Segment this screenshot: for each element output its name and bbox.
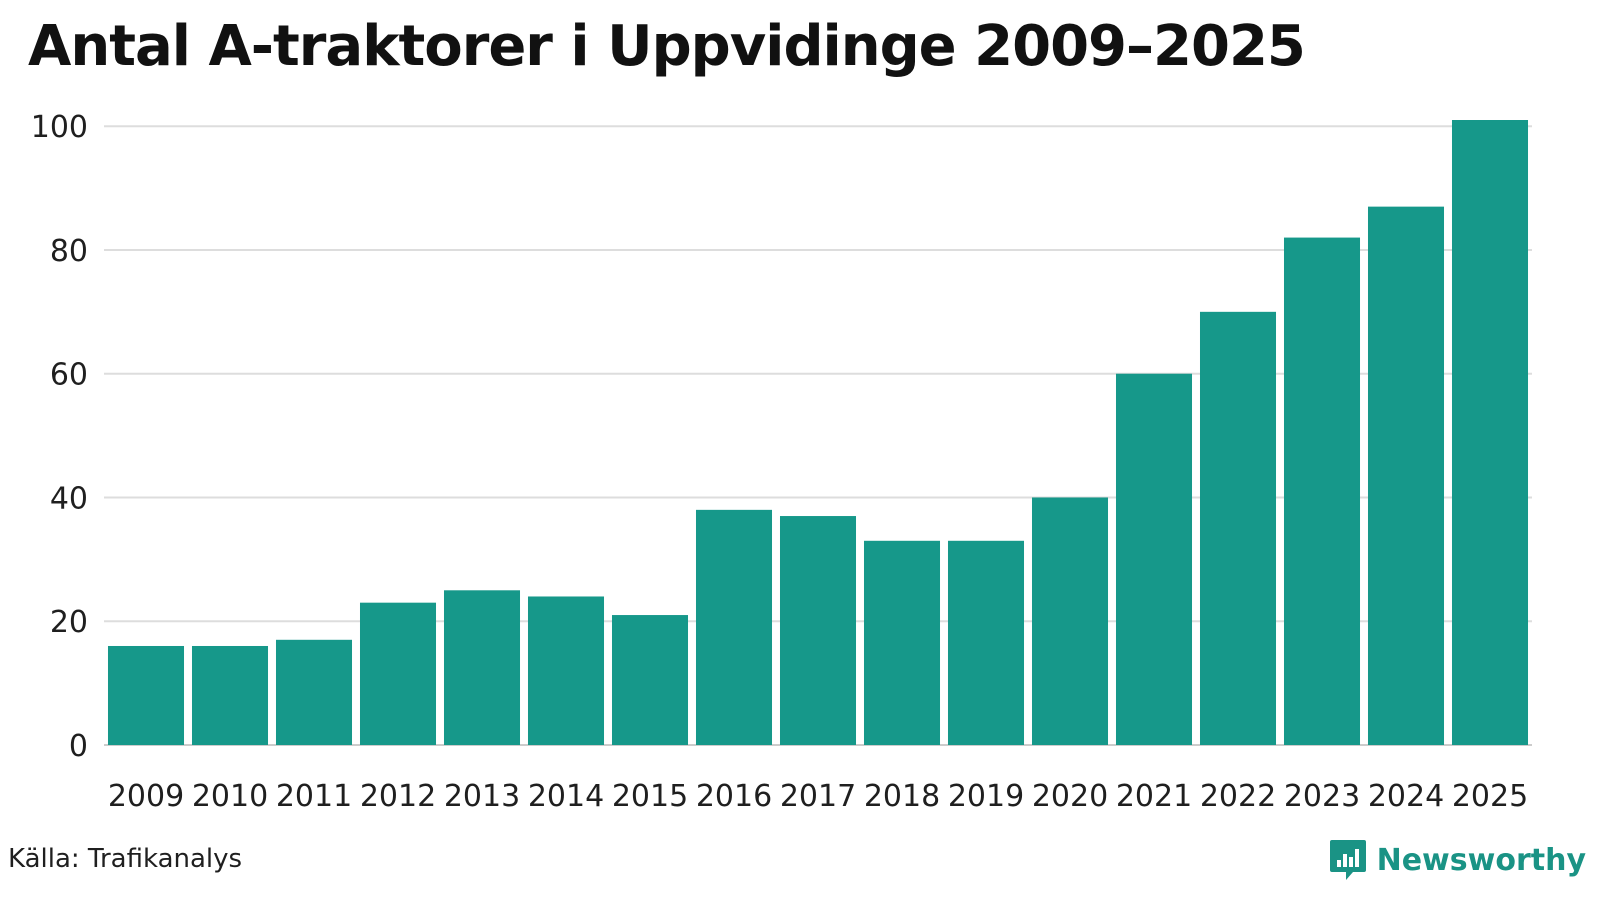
x-tick-label: 2023 [1284,779,1360,814]
x-tick-label: 2015 [612,779,688,814]
bar-2019[interactable] [947,540,1025,745]
bar-2014[interactable] [527,596,605,745]
bar-2016[interactable] [695,509,773,745]
bar-2011[interactable] [275,639,353,745]
y-tick-label: 60 [50,358,88,393]
bar-2012[interactable] [359,602,437,745]
x-tick-label: 2011 [276,779,352,814]
bar-2010[interactable] [191,645,269,745]
y-axis-ticks: 0 20 40 60 80 100 [31,110,88,764]
x-tick-label: 2017 [780,779,856,814]
x-tick-label: 2014 [528,779,604,814]
x-tick-label: 2019 [948,779,1024,814]
bar-2021[interactable] [1115,373,1193,745]
x-tick-label: 2013 [444,779,520,814]
bar-2020[interactable] [1031,497,1109,745]
y-tick-label: 100 [31,110,88,145]
x-tick-label: 2021 [1116,779,1192,814]
x-tick-label: 2018 [864,779,940,814]
bar-2013[interactable] [443,590,521,745]
x-tick-label: 2016 [696,779,772,814]
x-tick-label: 2020 [1032,779,1108,814]
newsworthy-logo-icon [1329,840,1366,880]
x-tick-label: 2022 [1200,779,1276,814]
bars [107,120,1529,745]
source-note: Källa: Trafikanalys [8,844,243,874]
y-tick-label: 40 [50,481,88,516]
x-tick-label: 2010 [192,779,268,814]
x-tick-label: 2009 [108,779,184,814]
bar-2018[interactable] [863,540,941,745]
bar-2009[interactable] [107,645,185,745]
y-tick-label: 80 [50,234,88,269]
bar-2022[interactable] [1199,311,1277,745]
brand[interactable]: Newsworthy [1329,838,1586,882]
bar-2023[interactable] [1283,237,1361,745]
brand-name: Newsworthy [1376,842,1586,878]
y-tick-label: 0 [69,729,88,764]
x-tick-label: 2025 [1452,779,1528,814]
chart-title: Antal A-traktorer i Uppvidinge 2009–2025 [28,14,1306,79]
bar-2025[interactable] [1451,120,1529,745]
y-tick-label: 20 [50,605,88,640]
x-axis-ticks: 2009 2010 2011 2012 2013 2014 2015 2016 2017 2018… [108,779,1528,814]
x-tick-label: 2012 [360,779,436,814]
bar-2017[interactable] [779,516,857,745]
bar-2015[interactable] [611,615,689,745]
bar-2024[interactable] [1367,206,1445,745]
x-tick-label: 2024 [1368,779,1444,814]
